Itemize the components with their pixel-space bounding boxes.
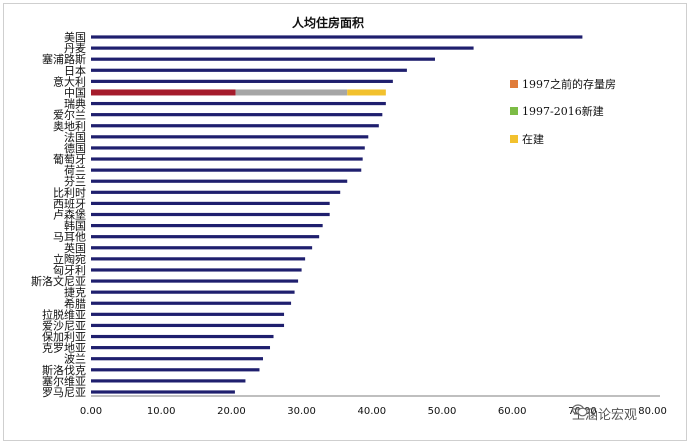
category-label: 克罗地亚	[42, 342, 86, 355]
bar-法国	[91, 135, 369, 139]
x-tick-label: 60.00	[498, 406, 527, 417]
watermark: 王涵论宏观	[572, 404, 637, 423]
x-tick-label: 30.00	[287, 406, 316, 417]
category-label: 芬兰	[64, 175, 86, 188]
bar-罗马尼亚	[91, 390, 235, 394]
category-label: 斯洛伐克	[42, 363, 86, 377]
category-label: 拉脱维亚	[42, 307, 86, 321]
bar-葡萄牙	[91, 157, 363, 161]
bar-立陶宛	[91, 257, 306, 261]
bar-英国	[91, 246, 313, 250]
bar-匈牙利	[91, 268, 302, 272]
category-label: 罗马尼亚	[42, 386, 86, 399]
bar-芬兰	[91, 179, 348, 183]
bar-丹麦	[91, 46, 474, 50]
category-label: 爱沙尼亚	[42, 319, 86, 332]
x-tick-label: 80.00	[638, 406, 667, 417]
bar-希腊	[91, 301, 292, 305]
x-tick-label: 40.00	[357, 406, 386, 417]
category-label: 比利时	[53, 186, 86, 199]
category-label: 立陶宛	[53, 252, 86, 266]
category-label: 荷兰	[64, 164, 86, 177]
bar-比利时	[91, 190, 341, 194]
bar-塞浦路斯	[91, 57, 435, 61]
bar-塞尔维亚	[91, 379, 246, 383]
bar-拉脱维亚	[91, 312, 285, 316]
category-label: 塞浦路斯	[42, 52, 86, 66]
category-label: 希腊	[64, 296, 86, 310]
bar-捷克	[91, 290, 295, 294]
bar-卢森堡	[91, 212, 330, 217]
x-tick-label: 50.00	[428, 406, 457, 417]
category-label: 法国	[64, 130, 86, 144]
legend-swatch	[510, 80, 518, 88]
category-label: 韩国	[64, 219, 86, 233]
bar-意大利	[91, 79, 393, 83]
x-tick-label: 20.00	[217, 406, 246, 417]
x-tick-label: 10.00	[147, 406, 176, 417]
bar-马耳他	[91, 235, 320, 239]
category-label: 日本	[64, 63, 86, 77]
category-label: 斯洛文尼亚	[31, 274, 86, 288]
legend-swatch	[510, 135, 518, 143]
bar-斯洛文尼亚	[91, 279, 299, 283]
legend-label: 在建	[522, 132, 544, 146]
bar-西班牙	[91, 201, 330, 206]
category-label: 瑞典	[64, 97, 86, 111]
bar-中国-segment-2	[235, 89, 348, 96]
category-label: 卢森堡	[53, 208, 86, 222]
bar-克罗地亚	[91, 346, 271, 350]
legend-label: 1997-2016新建	[522, 104, 604, 118]
bar-中国-segment-3	[347, 89, 386, 96]
category-label: 西班牙	[53, 197, 86, 210]
bar-奥地利	[91, 124, 379, 128]
bar-波兰	[91, 357, 263, 361]
category-label: 德国	[64, 141, 86, 155]
category-label: 美国	[64, 31, 86, 44]
category-label: 保加利亚	[42, 330, 86, 344]
bar-中国-segment-1	[91, 89, 236, 96]
category-label: 中国	[64, 86, 86, 99]
category-label: 英国	[64, 241, 86, 255]
bar-德国	[91, 146, 365, 150]
chart-title: 人均住房面积	[292, 15, 364, 30]
legend-label: 1997之前的存量房	[522, 77, 616, 91]
category-label: 丹麦	[64, 42, 86, 55]
category-label: 匈牙利	[53, 263, 86, 277]
category-label: 葡萄牙	[53, 153, 86, 166]
bar-瑞典	[91, 101, 386, 106]
category-label: 波兰	[64, 353, 86, 366]
category-label: 捷克	[64, 285, 86, 299]
bar-荷兰	[91, 168, 362, 172]
wechat-icon	[572, 404, 588, 417]
category-label: 意大利	[53, 74, 86, 88]
bar-斯洛伐克	[91, 368, 260, 372]
bar-日本	[91, 68, 407, 72]
legend-swatch	[510, 107, 518, 115]
bar-保加利亚	[91, 334, 274, 339]
x-tick-label: 0.00	[80, 406, 102, 417]
category-label: 奥地利	[53, 119, 86, 133]
bar-韩国	[91, 223, 323, 228]
chart-frame	[3, 3, 687, 441]
bar-美国	[91, 35, 583, 39]
category-label: 爱尔兰	[53, 109, 86, 122]
bar-爱沙尼亚	[91, 323, 285, 328]
watermark-text: 王涵论宏观	[572, 408, 638, 423]
category-label: 马耳他	[53, 231, 86, 244]
category-label: 塞尔维亚	[42, 374, 86, 388]
bar-爱尔兰	[91, 113, 383, 117]
